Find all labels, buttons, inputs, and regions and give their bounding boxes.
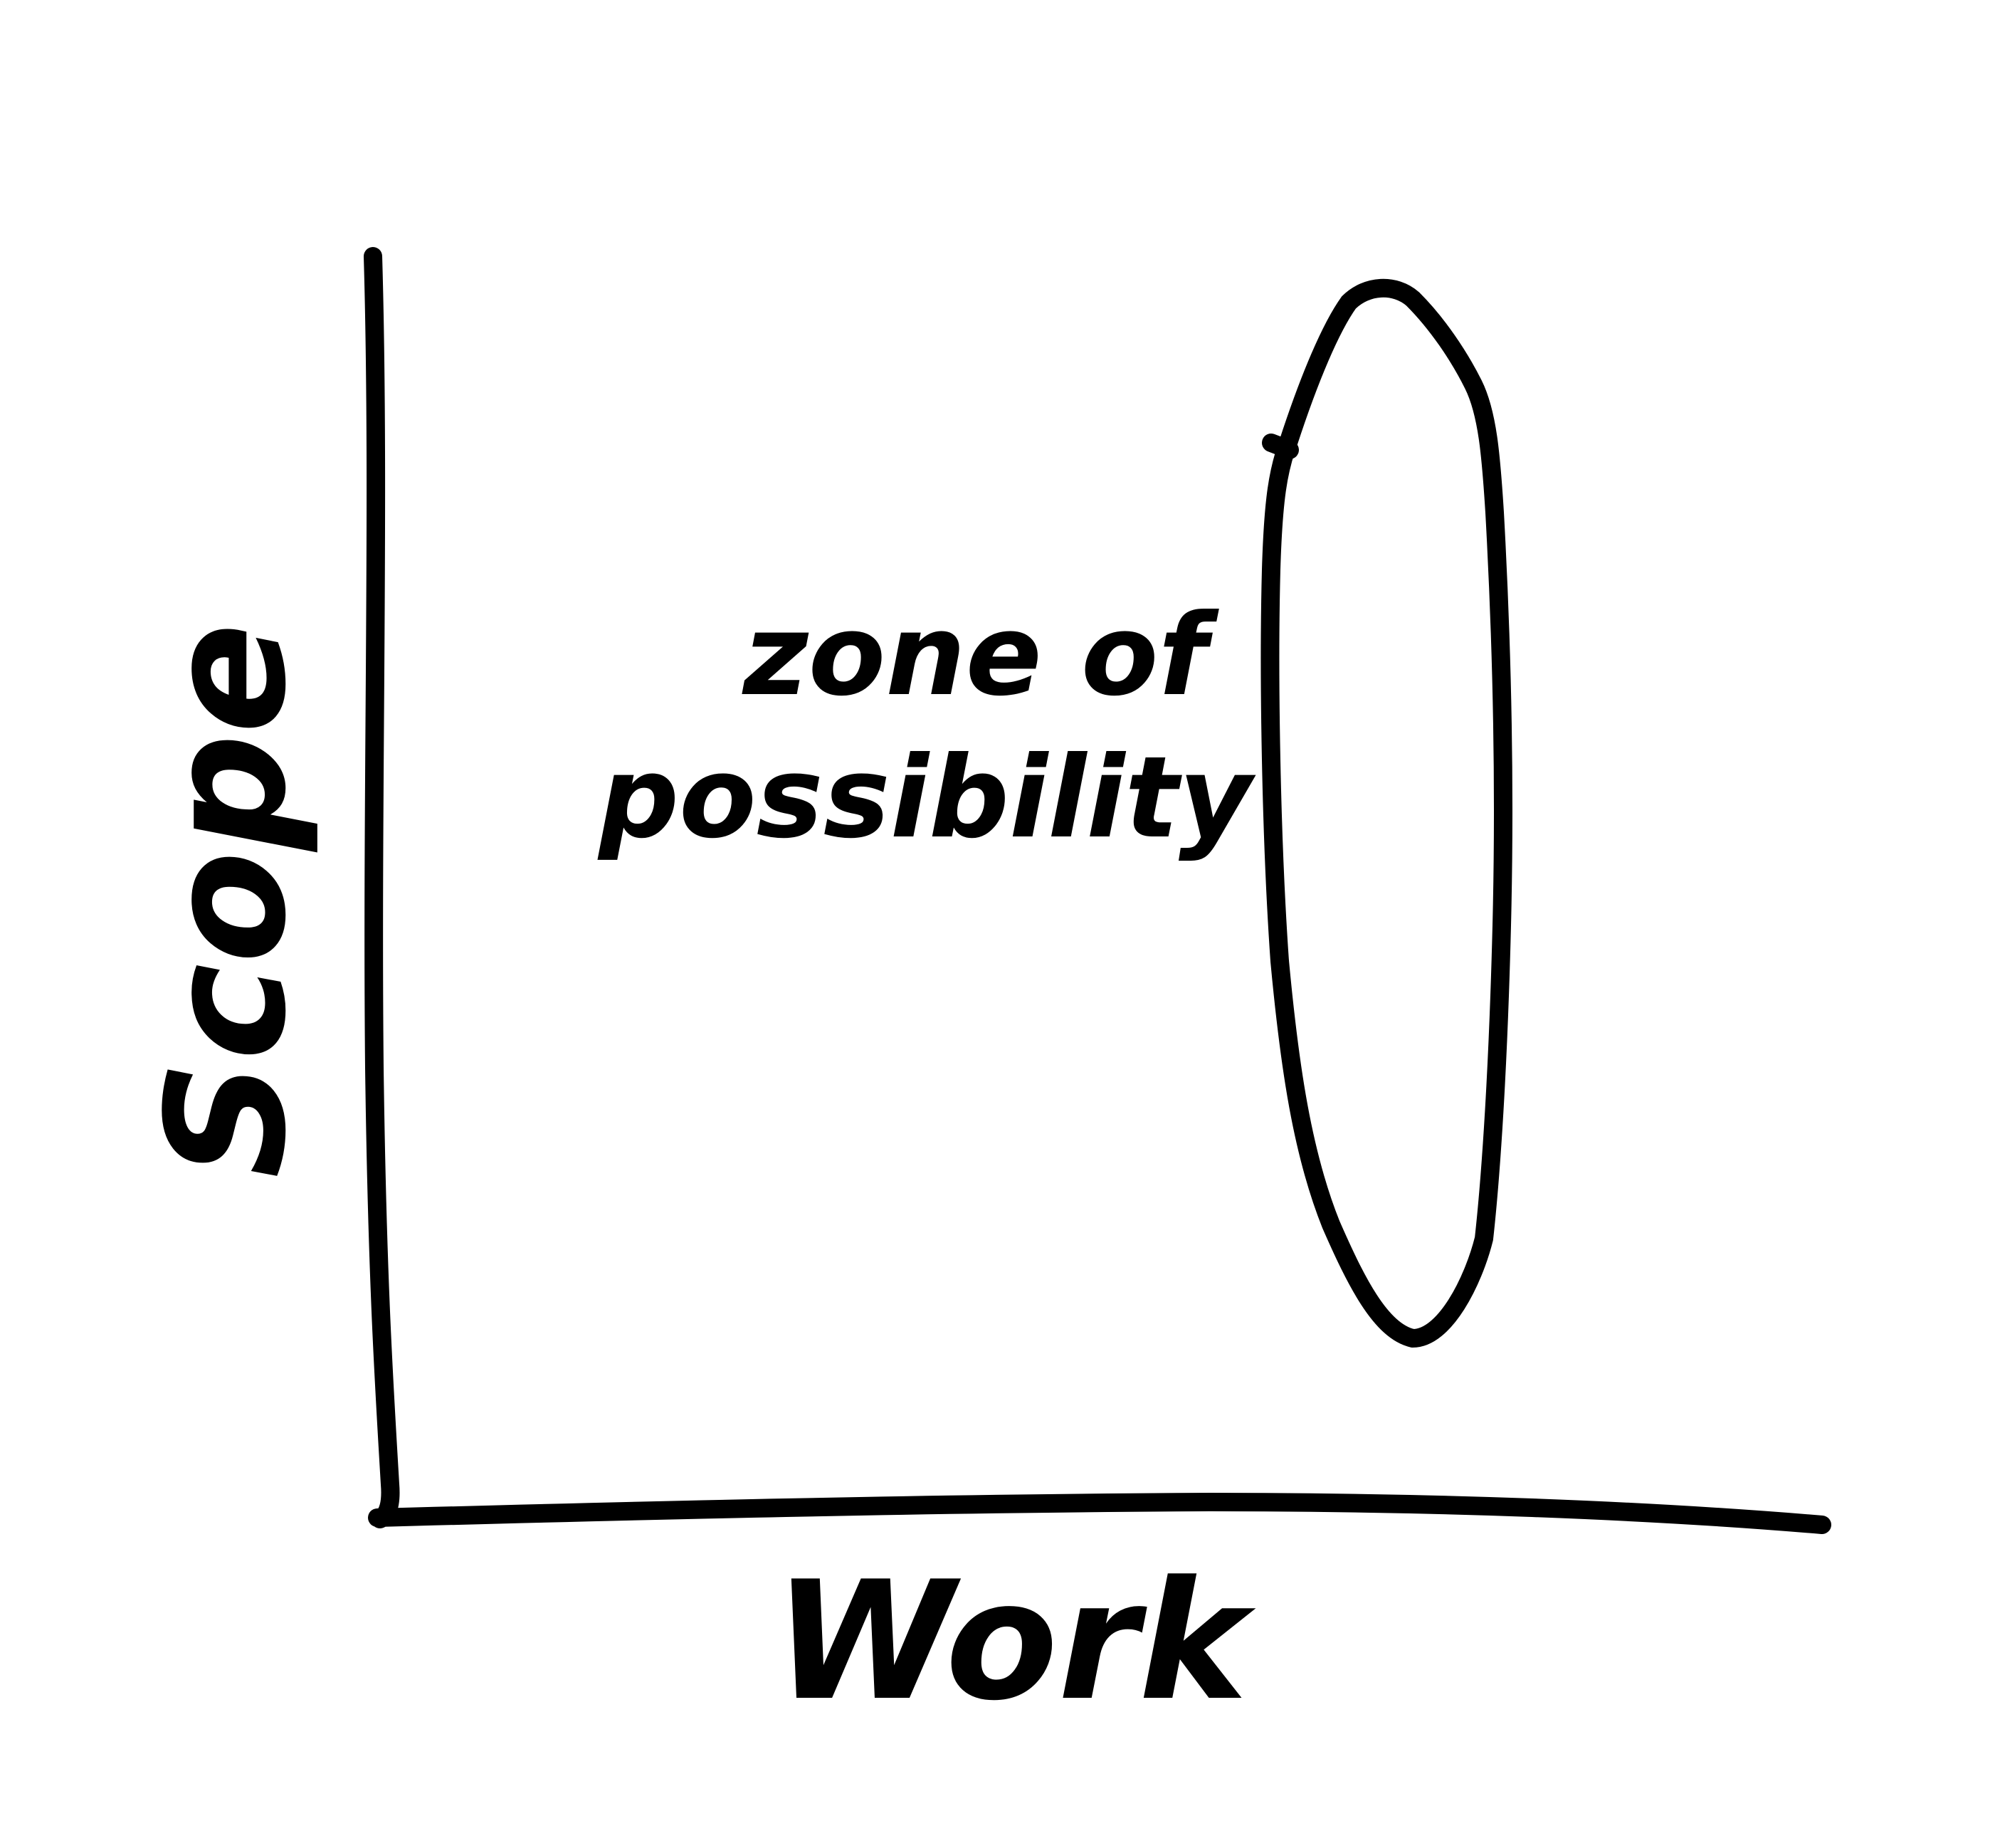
zone-label-line1: zone of [742, 590, 1220, 721]
y-axis-line [364, 247, 400, 1528]
y-axis-label: Scope [132, 623, 322, 1179]
zone-of-possibility-ellipse [1260, 278, 1512, 1348]
ellipse-overlap-tick [1262, 434, 1299, 459]
x-axis-line [368, 1493, 1831, 1534]
zone-label-line2: possibility [597, 733, 1256, 863]
x-axis-label: Work [774, 1547, 1256, 1737]
